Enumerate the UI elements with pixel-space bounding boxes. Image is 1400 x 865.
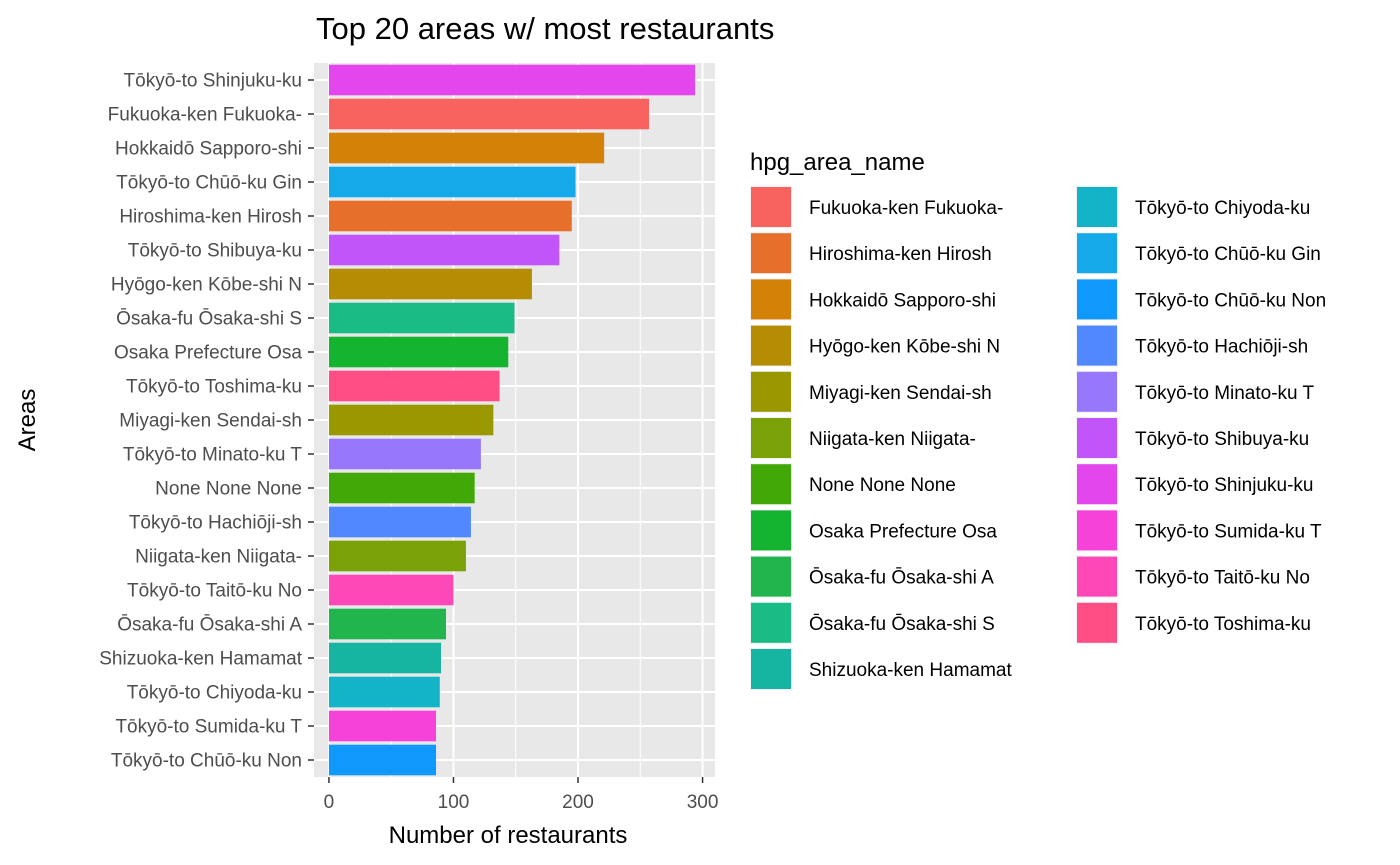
legend-key [751,187,791,227]
legend-title: hpg_area_name [750,149,925,176]
y-tick-label: Tōkyō-to Sumida-ku T [115,717,302,738]
legend-label: Hyōgo-ken Kōbe-shi N [809,337,1000,358]
y-tick-label: Tōkyō-to Taitō-ku No [127,581,302,602]
legend-key [751,371,791,412]
legend-label: Ōsaka-fu Ōsaka-shi S [809,614,995,635]
bar [328,744,437,776]
bar [328,676,440,708]
legend-key [751,602,791,643]
bar [328,336,509,368]
legend-key [751,279,791,320]
bar [328,608,447,640]
legend-key [1077,510,1117,551]
legend-label: Tōkyō-to Sumida-ku T [1135,521,1322,542]
bar [328,574,454,606]
y-tick-label: Fukuoka-ken Fukuoka- [108,105,302,126]
y-tick-label: Miyagi-ken Sendai-sh [119,411,302,432]
x-tick-label: 300 [687,792,719,813]
y-tick-label: Tōkyō-to Minato-ku T [123,445,303,466]
legend-key [1077,325,1117,366]
legend-key [1077,371,1117,412]
legend: hpg_area_name Fukuoka-ken Fukuoka- Hirosh… [750,149,1326,690]
y-tick-label: Tōkyō-to Chiyoda-ku [127,683,302,704]
legend-label: Tōkyō-to Chiyoda-ku [1135,198,1310,219]
y-tick-label: Hyōgo-ken Kōbe-shi N [111,275,302,296]
y-tick-label: None None None [155,479,302,500]
y-tick-label: Hiroshima-ken Hirosh [119,207,302,228]
legend-key [1077,233,1117,274]
y-tick-label: Osaka Prefecture Osa [114,343,302,364]
bar [328,642,442,674]
legend-label: Tōkyō-to Shinjuku-ku [1135,475,1313,496]
legend-key [751,556,791,597]
bar [328,132,605,164]
legend-key [1077,556,1117,597]
legend-label: Tōkyō-to Toshima-ku [1135,614,1311,635]
legend-label: Tōkyō-to Hachiōji-sh [1135,337,1308,358]
legend-key [1077,602,1117,643]
plot-panel [314,63,715,777]
y-tick-label: Tōkyō-to Chūō-ku Non [111,751,302,772]
legend-label: Tōkyō-to Taitō-ku No [1135,568,1310,589]
legend-label: Tōkyō-to Shibuya-ku [1135,429,1309,450]
bar [328,540,466,572]
legend-key [751,510,791,551]
x-axis-title: Number of restaurants [389,822,628,849]
bar [328,234,560,266]
legend-label: Shizuoka-ken Hamamat [809,660,1012,681]
legend-label: Fukuoka-ken Fukuoka- [809,198,1003,219]
legend-key [1077,187,1117,227]
legend-label: Tōkyō-to Chūō-ku Non [1135,290,1326,311]
bar [328,438,481,470]
y-axis: Tōkyō-to Shinjuku-ku Fukuoka-ken Fukuoka-… [99,71,314,772]
legend-label: Hiroshima-ken Hirosh [809,244,992,265]
y-tick-label: Ōsaka-fu Ōsaka-shi A [117,615,302,636]
legend-label: Ōsaka-fu Ōsaka-shi A [809,568,994,589]
bar [328,200,572,232]
x-tick-label: 200 [562,792,594,813]
legend-label: None None None [809,475,956,496]
legend-key [751,649,791,689]
legend-label: Hokkaidō Sapporo-shi [809,290,996,311]
bar [328,98,649,130]
bar [328,506,471,538]
legend-label: Miyagi-ken Sendai-sh [809,383,992,404]
y-tick-label: Niigata-ken Niigata- [135,547,302,568]
y-tick-label: Tōkyō-to Toshima-ku [126,377,302,398]
legend-label: Tōkyō-to Minato-ku T [1135,383,1315,404]
legend-label: Osaka Prefecture Osa [809,521,997,542]
y-tick-label: Tōkyō-to Chūō-ku Gin [116,173,302,194]
bar [328,404,494,436]
legend-key [1077,464,1117,505]
x-tick-label: 100 [438,792,470,813]
bar [328,710,437,742]
legend-key [751,233,791,274]
legend-key [1077,418,1117,458]
bar [328,268,532,300]
legend-key [1077,279,1117,320]
chart-title: Top 20 areas w/ most restaurants [316,11,774,46]
legend-key [751,325,791,366]
legend-key [751,418,791,458]
legend-key [751,464,791,505]
legend-label: Tōkyō-to Chūō-ku Gin [1135,244,1321,265]
y-tick-label: Shizuoka-ken Hamamat [99,649,302,670]
bar [328,166,576,198]
x-tick-label: 0 [324,792,335,813]
y-tick-label: Tōkyō-to Hachiōji-sh [129,513,302,534]
y-tick-label: Tōkyō-to Shibuya-ku [128,241,302,262]
y-tick-label: Tōkyō-to Shinjuku-ku [124,71,302,92]
bar [328,302,515,334]
y-tick-label: Ōsaka-fu Ōsaka-shi S [116,309,302,330]
legend-label: Niigata-ken Niigata- [809,429,976,450]
bar [328,370,500,402]
y-axis-title: Areas [14,389,41,452]
bar [328,472,475,504]
y-tick-label: Hokkaidō Sapporo-shi [115,139,302,160]
x-axis: 0 100 200 300 [324,777,719,813]
bar [328,64,696,96]
